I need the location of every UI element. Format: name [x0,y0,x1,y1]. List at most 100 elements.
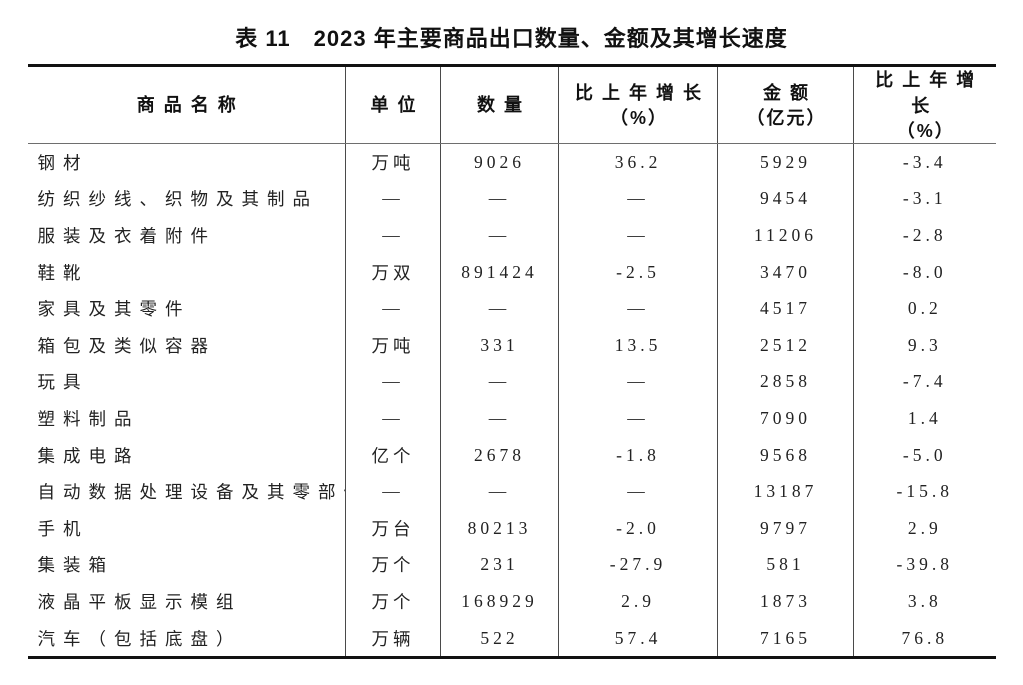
header-quantity-growth: 比上年增长 （%） [558,65,718,144]
cell-quantity: 522 [440,619,559,658]
cell-commodity-name: 纺织纱线、织物及其制品 [37,189,318,210]
cell-quantity-growth: — [558,473,718,510]
cell-amount: 2512 [717,326,854,364]
cell-amount-growth: 76.8 [853,619,996,658]
header-label: 比上年增长 [875,70,984,116]
cell-quantity: 331 [440,326,559,364]
header-amount-growth: 比上年增长 （%） [853,65,996,144]
cell-amount: 13187 [717,473,854,510]
cell-commodity-name: 鞋靴 [37,262,89,283]
cell-amount-growth: 9.3 [853,326,996,364]
cell-amount: 11206 [717,217,854,254]
cell-commodity-name: 集成电路 [37,445,140,466]
cell-quantity: — [440,217,559,254]
cell-amount-growth: -39.8 [853,546,996,584]
cell-commodity-name: 自动数据处理设备及其零部件 [37,482,346,503]
cell-unit: — [345,290,441,327]
table-row: 集装箱 万个 231 -27.9 581 -39.8 [28,546,996,584]
cell-quantity-growth: -1.8 [558,436,718,474]
header-amount: 金额 （亿元） [717,65,854,144]
cell-quantity: — [440,363,559,401]
cell-commodity-name: 集装箱 [37,555,114,576]
cell-amount: 4517 [717,290,854,327]
cell-unit: — [345,363,441,401]
cell-quantity-growth: -27.9 [558,546,718,584]
header-label: 金额 [763,83,817,103]
cell-quantity: 80213 [440,509,559,547]
header-sublabel: （亿元） [746,108,827,128]
cell-quantity: — [440,180,559,218]
cell-amount-growth: 2.9 [853,509,996,547]
cell-quantity: 9026 [440,143,559,181]
cell-unit: — [345,400,441,437]
cell-amount-growth: -2.8 [853,217,996,254]
cell-quantity: — [440,400,559,437]
cell-quantity-growth: 13.5 [558,326,718,364]
table-row: 箱包及类似容器 万吨 331 13.5 2512 9.3 [28,326,996,364]
header-label: 比上年增长 [575,83,710,103]
table-row: 塑料制品 — — — 7090 1.4 [28,400,996,437]
cell-unit: 万吨 [345,143,441,181]
cell-unit: 万个 [345,583,441,620]
cell-amount: 5929 [717,143,854,181]
table-row: 鞋靴 万双 891424 -2.5 3470 -8.0 [28,253,996,291]
cell-unit: — [345,473,441,510]
cell-unit: 万台 [345,509,441,547]
header-label: 商品名称 [136,95,245,115]
cell-amount: 9454 [717,180,854,218]
cell-amount-growth: -3.4 [853,143,996,181]
cell-quantity-growth: 57.4 [558,619,718,658]
cell-unit: 万吨 [345,326,441,364]
cell-commodity-name: 手机 [37,518,89,539]
cell-unit: 亿个 [345,436,441,474]
cell-commodity-name: 箱包及类似容器 [37,335,216,356]
cell-amount-growth: -15.8 [853,473,996,510]
cell-unit: 万辆 [345,619,441,658]
cell-amount: 9797 [717,509,854,547]
cell-amount: 2858 [717,363,854,401]
cell-commodity-name: 汽车（包括底盘） [37,628,242,649]
table-row: 液晶平板显示模组 万个 168929 2.9 1873 3.8 [28,583,996,620]
cell-quantity: 2678 [440,436,559,474]
cell-amount-growth: -8.0 [853,253,996,291]
header-commodity-name: 商品名称 [27,65,346,144]
export-commodities-table: 商品名称 单位 数量 比上年增长 （%） 金额 （亿元） 比上年增长 [27,64,996,660]
cell-amount: 3470 [717,253,854,291]
header-sublabel: （%） [896,121,955,141]
header-quantity: 数量 [440,65,559,144]
cell-amount-growth: -3.1 [853,180,996,218]
header-label: 单位 [370,95,425,115]
cell-quantity-growth: — [558,363,718,401]
header-label: 数量 [477,95,531,115]
cell-amount: 1873 [717,583,854,620]
cell-amount: 9568 [717,436,854,474]
cell-quantity-growth: — [558,180,718,218]
cell-commodity-name: 服装及衣着附件 [37,225,216,246]
cell-quantity: — [440,290,559,327]
header-unit: 单位 [345,65,441,144]
table-body: 钢材 万吨 9026 36.2 5929 -3.4 纺织纱线、织物及其制品 — … [28,143,996,658]
table-row: 自动数据处理设备及其零部件 — — — 13187 -15.8 [28,473,996,510]
table-row: 玩具 — — — 2858 -7.4 [28,363,996,401]
cell-commodity-name: 玩具 [37,372,89,393]
header-sublabel: （%） [609,108,668,128]
cell-quantity-growth: — [558,400,718,437]
cell-quantity-growth: 2.9 [558,583,718,620]
cell-quantity: 168929 [440,583,559,620]
cell-quantity-growth: -2.0 [558,509,718,547]
header-row: 商品名称 单位 数量 比上年增长 （%） 金额 （亿元） 比上年增长 [27,65,996,144]
cell-amount-growth: -7.4 [853,363,996,401]
cell-amount-growth: -5.0 [853,436,996,474]
cell-amount: 581 [717,546,854,584]
cell-unit: 万个 [345,546,441,584]
table-row: 纺织纱线、织物及其制品 — — — 9454 -3.1 [28,180,996,218]
table-row: 集成电路 亿个 2678 -1.8 9568 -5.0 [28,436,996,474]
cell-amount: 7165 [717,619,854,658]
cell-unit: — [345,180,441,218]
cell-unit: — [345,217,441,254]
cell-commodity-name: 塑料制品 [37,408,140,429]
cell-commodity-name: 液晶平板显示模组 [37,591,242,612]
cell-amount-growth: 3.8 [853,583,996,620]
cell-unit: 万双 [345,253,441,291]
